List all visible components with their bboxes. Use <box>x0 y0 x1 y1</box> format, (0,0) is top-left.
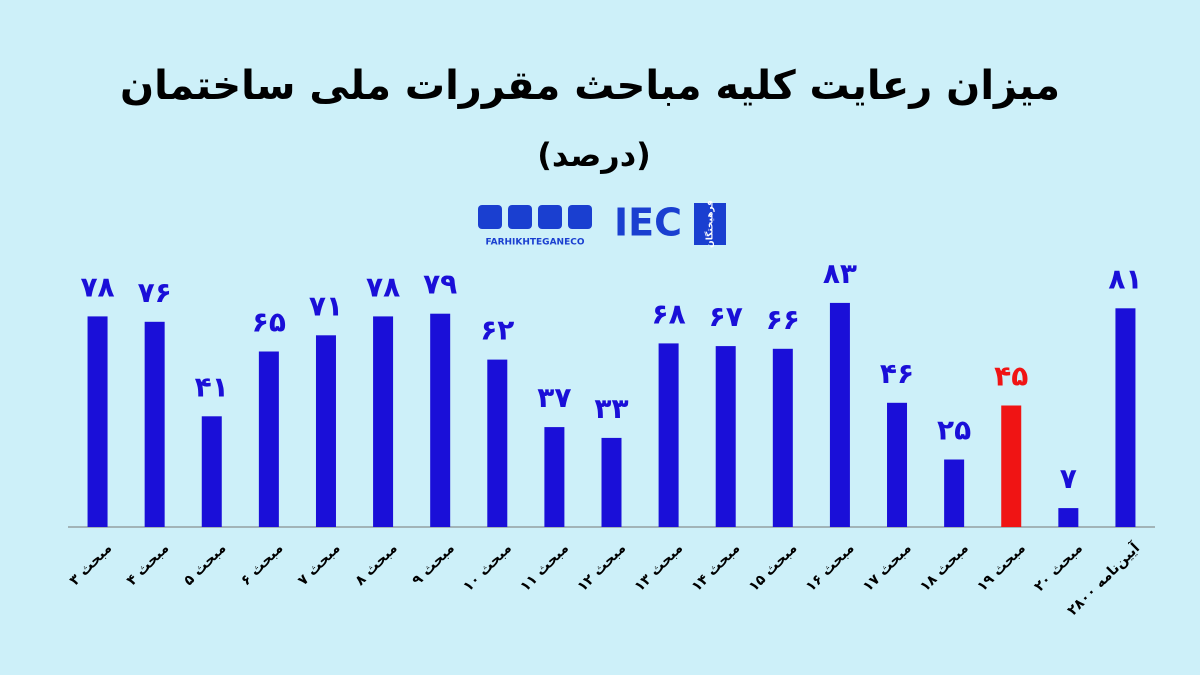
instagram-icon <box>538 205 562 229</box>
x-tick-label: مبحث ۸ <box>352 540 401 589</box>
value-label: ۷۹ <box>423 268 457 301</box>
value-label: ۷۸ <box>80 270 114 303</box>
logo-mark: IEC <box>614 201 682 245</box>
value-label: ۷۶ <box>138 276 172 309</box>
value-label: ۸۱ <box>1108 262 1142 295</box>
x-tick-label: مبحث ۲۰ <box>1031 540 1086 595</box>
bar <box>315 335 336 527</box>
bar <box>601 437 622 527</box>
telegram-icon <box>568 205 592 229</box>
value-label: ۲۵ <box>937 414 971 447</box>
youtube-icon <box>508 205 532 229</box>
x-tick-label: مبحث ۷ <box>295 540 344 589</box>
x-tick-label: مبحث ۱۵ <box>746 540 801 595</box>
bar <box>87 316 108 527</box>
value-label: ۴۵ <box>994 360 1028 393</box>
x-icon <box>478 205 502 229</box>
value-label: ۶۵ <box>252 306 286 339</box>
x-tick-label: مبحث ۶ <box>238 540 287 589</box>
x-tick-label: مبحث ۱۳ <box>632 540 687 595</box>
logo: FARHIKHTEGANECO IEC فرهیختگان <box>478 200 726 248</box>
bar <box>772 348 793 527</box>
x-tick-label: مبحث ۱۲ <box>575 540 630 595</box>
bar <box>373 316 394 527</box>
value-label: ۶۷ <box>709 300 743 333</box>
bar <box>487 359 508 527</box>
x-tick-label: مبحث ۱۱ <box>517 540 572 595</box>
logo-box <box>694 203 726 245</box>
x-tick-label: مبحث ۹ <box>409 540 458 589</box>
value-label: ۴۶ <box>880 357 914 390</box>
bar <box>430 313 451 527</box>
value-label: ۳۳ <box>594 392 628 425</box>
x-tick-label: مبحث ۴ <box>124 540 173 589</box>
logo-handle: FARHIKHTEGANECO <box>486 238 585 248</box>
chart-title: میزان رعایت کلیه مباحث مقررات ملی ساختما… <box>120 63 1060 109</box>
value-label: ۶۲ <box>480 314 514 347</box>
x-tick-label: مبحث ۱۰ <box>460 540 515 595</box>
x-tick-label: مبحث ۱۹ <box>974 540 1029 595</box>
bar <box>144 321 165 527</box>
logo-brand: فرهیختگان <box>704 200 716 248</box>
value-label: ۷ <box>1060 462 1077 495</box>
x-tick-label: مبحث ۱۴ <box>689 540 744 595</box>
bar <box>258 351 279 527</box>
bar <box>1115 308 1136 527</box>
value-label: ۷۸ <box>366 270 400 303</box>
bar <box>715 346 736 527</box>
bar <box>887 402 908 527</box>
bar <box>544 427 565 527</box>
bar <box>1058 508 1079 527</box>
x-tick-label: مبحث ۱۷ <box>860 540 915 595</box>
bar <box>201 416 222 527</box>
x-tick-label: مبحث ۵ <box>181 540 230 589</box>
bar <box>944 459 965 527</box>
value-label: ۳۷ <box>537 381 571 414</box>
value-label: ۴۱ <box>195 370 229 403</box>
bar <box>658 343 679 527</box>
x-tick-label: مبحث ۱۸ <box>917 540 972 595</box>
value-label: ۶۶ <box>766 303 800 336</box>
x-tick-label: مبحث ۳ <box>67 540 116 589</box>
value-label: ۶۸ <box>652 297 686 330</box>
bar <box>1001 405 1022 527</box>
value-label: ۷۱ <box>309 289 343 322</box>
bar <box>829 302 850 527</box>
x-tick-label: مبحث ۱۶ <box>803 540 858 595</box>
chart-subtitle: (درصد) <box>537 136 651 174</box>
value-label: ۸۳ <box>823 257 857 290</box>
